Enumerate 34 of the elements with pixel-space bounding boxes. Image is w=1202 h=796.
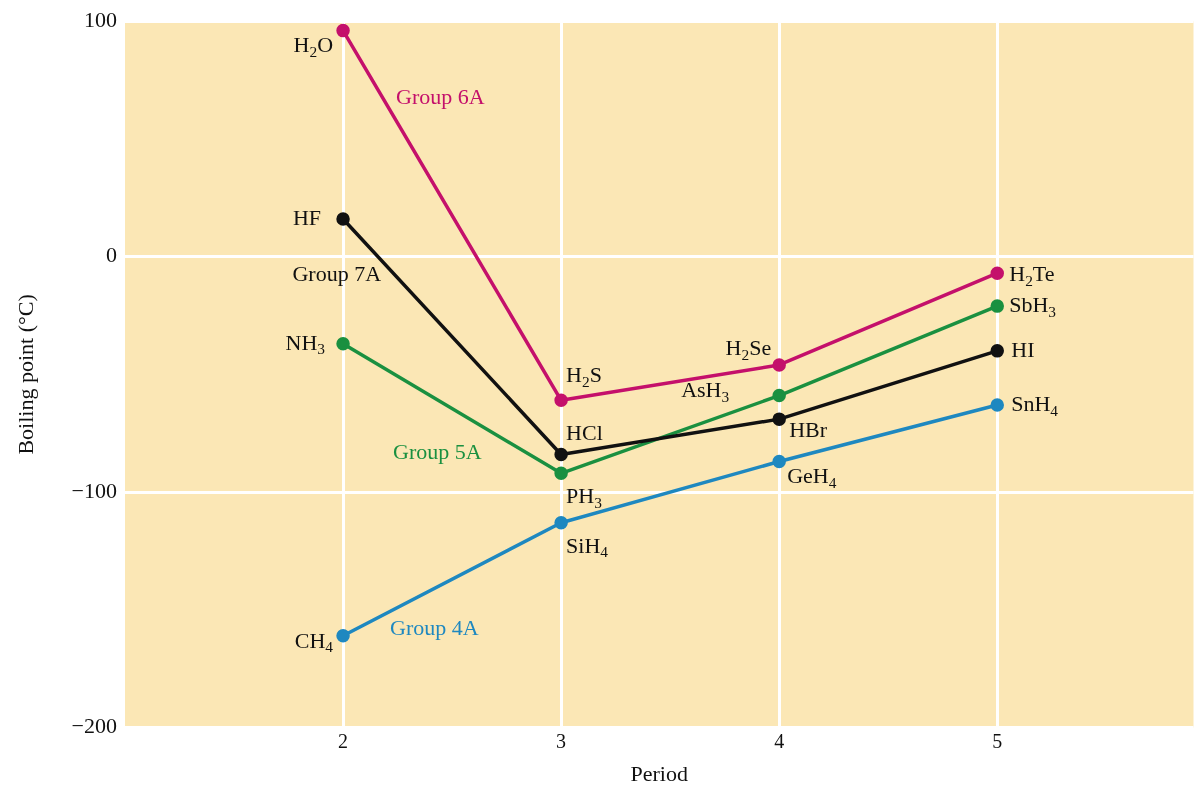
point: [990, 344, 1004, 358]
point: [990, 266, 1004, 280]
y-tick-label: −100: [71, 477, 117, 503]
point: [990, 299, 1004, 313]
y-tick-label: 100: [84, 6, 117, 32]
series-label: Group 4A: [390, 614, 479, 640]
x-tick-label: 2: [338, 729, 349, 752]
y-tick-label: 0: [106, 242, 117, 268]
annotation: HF: [292, 204, 322, 230]
point: [554, 393, 568, 408]
x-tick-label: 4: [774, 729, 785, 752]
point: [772, 454, 786, 469]
series-label: Group 7A: [292, 260, 382, 286]
point: [336, 212, 350, 226]
point: [554, 447, 568, 462]
point: [336, 337, 350, 351]
annotation: HCl: [566, 420, 603, 446]
point: [772, 412, 786, 426]
series-label: Group 6A: [396, 84, 485, 110]
annotation: HBr: [789, 416, 828, 442]
point: [990, 398, 1004, 412]
point: [554, 515, 568, 530]
point: [772, 388, 786, 403]
x-tick-label: 5: [992, 729, 1003, 752]
y-tick-label: −200: [71, 713, 117, 739]
point: [554, 466, 568, 481]
point: [336, 629, 350, 643]
point: [772, 358, 786, 372]
y-axis-title: Boiling point (°C): [12, 294, 38, 455]
point: [336, 23, 350, 38]
annotation: HI: [1011, 336, 1035, 362]
x-tick-label: 3: [556, 729, 567, 752]
x-axis-title: Period: [630, 760, 688, 786]
series-label: Group 5A: [393, 438, 482, 464]
